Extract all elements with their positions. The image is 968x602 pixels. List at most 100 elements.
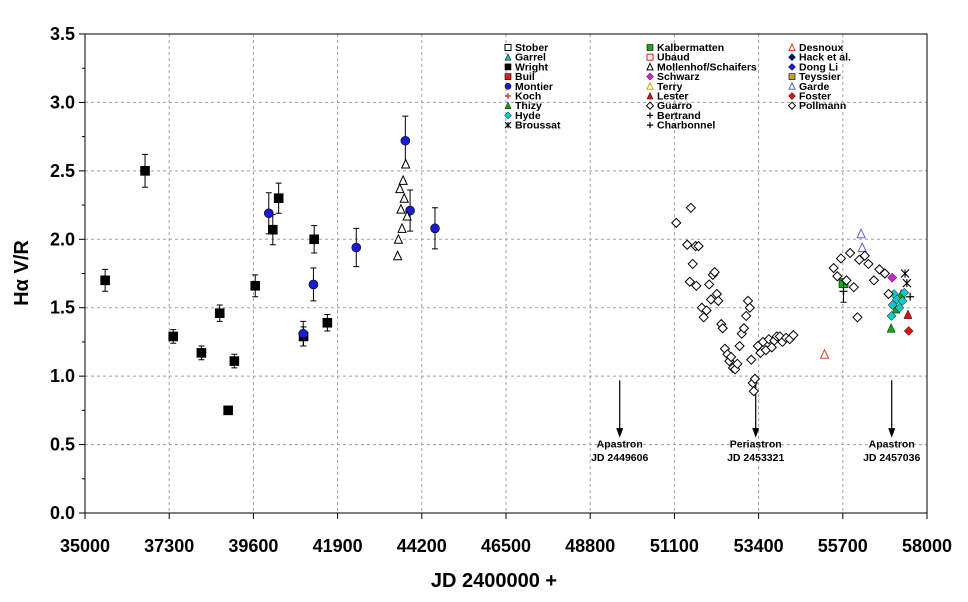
- legend-label: Terry: [657, 81, 683, 93]
- legend-label: Thizy: [515, 100, 542, 112]
- legend-marker: [504, 121, 512, 129]
- y-tick-label: 1.5: [50, 298, 75, 318]
- annotation-label: Periastron: [730, 438, 782, 450]
- legend-label: Kalbermatten: [657, 42, 724, 54]
- data-point: [398, 174, 408, 185]
- legend-item: Stober: [504, 42, 548, 54]
- data-point: [168, 331, 179, 342]
- data-point: [691, 280, 702, 292]
- legend-marker: [504, 53, 512, 61]
- data-point: [788, 329, 799, 341]
- legend-marker: [788, 73, 796, 80]
- x-tick-label: 51100: [650, 536, 699, 556]
- legend-item: Ubaud: [646, 52, 690, 64]
- legend-item: Hack et al.: [788, 52, 851, 64]
- legend-label: Koch: [515, 91, 541, 103]
- data-point: [746, 354, 757, 365]
- legend-marker: [788, 92, 796, 100]
- legend-item: Dong Li: [788, 61, 838, 73]
- data-point: [701, 305, 712, 316]
- x-tick-label: 39600: [228, 536, 278, 556]
- data-point: [395, 182, 405, 194]
- series-mollenhof-schaifers: [392, 158, 412, 261]
- legend-label: Pollmann: [799, 100, 846, 112]
- series-lester: [903, 309, 913, 319]
- data-point: [740, 310, 752, 322]
- annotation-sublabel: JD 2453321: [727, 452, 784, 464]
- data-point: [887, 272, 898, 283]
- annotation-label: Apastron: [597, 438, 643, 450]
- data-point: [717, 323, 728, 334]
- data-point: [671, 217, 682, 229]
- data-point: [856, 228, 866, 239]
- data-point: [399, 192, 410, 203]
- data-point: [298, 328, 308, 339]
- legend-item: Terry: [646, 81, 683, 93]
- data-point: [713, 295, 724, 307]
- legend-item: Schwarz: [646, 71, 700, 83]
- legend-item: Mollenhof/Schaifers: [646, 61, 757, 73]
- legend-item: Broussat: [504, 120, 561, 132]
- data-point: [868, 275, 880, 286]
- data-point: [693, 240, 704, 252]
- data-point: [738, 323, 750, 334]
- data-point: [100, 275, 110, 286]
- legend-label: Teyssier: [799, 71, 841, 83]
- legend-item: Montier: [504, 81, 553, 93]
- data-point: [886, 311, 897, 321]
- data-point: [744, 302, 756, 313]
- data-point: [859, 250, 870, 261]
- annotation-arrow: [616, 380, 624, 438]
- data-point: [263, 208, 274, 219]
- legend-label: Garde: [799, 81, 830, 93]
- legend-label: Montier: [515, 81, 553, 93]
- series-wright: [100, 153, 333, 416]
- data-point: [828, 262, 839, 274]
- data-point: [709, 266, 720, 278]
- x-tick-label: 37300: [144, 536, 194, 556]
- data-point: [351, 242, 362, 253]
- data-point: [273, 193, 284, 204]
- data-point: [848, 281, 859, 293]
- legend-label: Mollenhof/Schaifers: [657, 61, 757, 73]
- legend-marker: [504, 44, 512, 51]
- data-point: [892, 294, 902, 305]
- annotation-sublabel: JD 2457036: [863, 452, 920, 464]
- axis-ticks: 0.0 0.5 1.0 1.5 2.0 2.5 3.0 3.5 35000 37300 39600 4…: [50, 24, 952, 556]
- legend-marker: [647, 122, 653, 129]
- series-garde: [856, 228, 867, 252]
- data-point: [749, 373, 761, 385]
- x-tick-label: 55700: [818, 536, 868, 556]
- legend-marker: [646, 91, 654, 100]
- annotation-sublabel: JD 2449606: [591, 452, 648, 464]
- annotation-label: Apastron: [869, 438, 915, 450]
- legend-item: Garrel: [504, 52, 546, 64]
- data-point: [196, 348, 207, 358]
- legend-marker: [646, 53, 654, 61]
- legend-item: Charbonnel: [647, 120, 715, 132]
- data-point: [140, 166, 150, 176]
- data-point: [698, 312, 709, 323]
- x-tick-label: 46500: [481, 536, 531, 556]
- legend-label: Dong Li: [799, 61, 838, 73]
- data-point: [402, 210, 412, 221]
- legend-item: Bertrand: [647, 110, 701, 122]
- y-tick-label: 3.0: [50, 92, 75, 112]
- series-schwarz: [887, 272, 898, 283]
- data-point: [397, 222, 407, 233]
- data-point: [309, 234, 319, 245]
- data-point: [902, 278, 912, 288]
- y-tick-label: 3.5: [50, 24, 75, 44]
- x-axis-title: JD 2400000 +: [431, 570, 557, 592]
- data-point: [835, 253, 847, 264]
- legend-marker: [788, 63, 796, 71]
- legend-marker: [504, 63, 512, 71]
- legend-item: Lester: [646, 91, 689, 103]
- legend-marker: [504, 73, 512, 80]
- legend-label: Hack et al.: [799, 52, 851, 64]
- legend-label: Hyde: [515, 110, 541, 122]
- data-point: [250, 281, 261, 291]
- data-point: [748, 385, 760, 397]
- data-point: [887, 300, 898, 310]
